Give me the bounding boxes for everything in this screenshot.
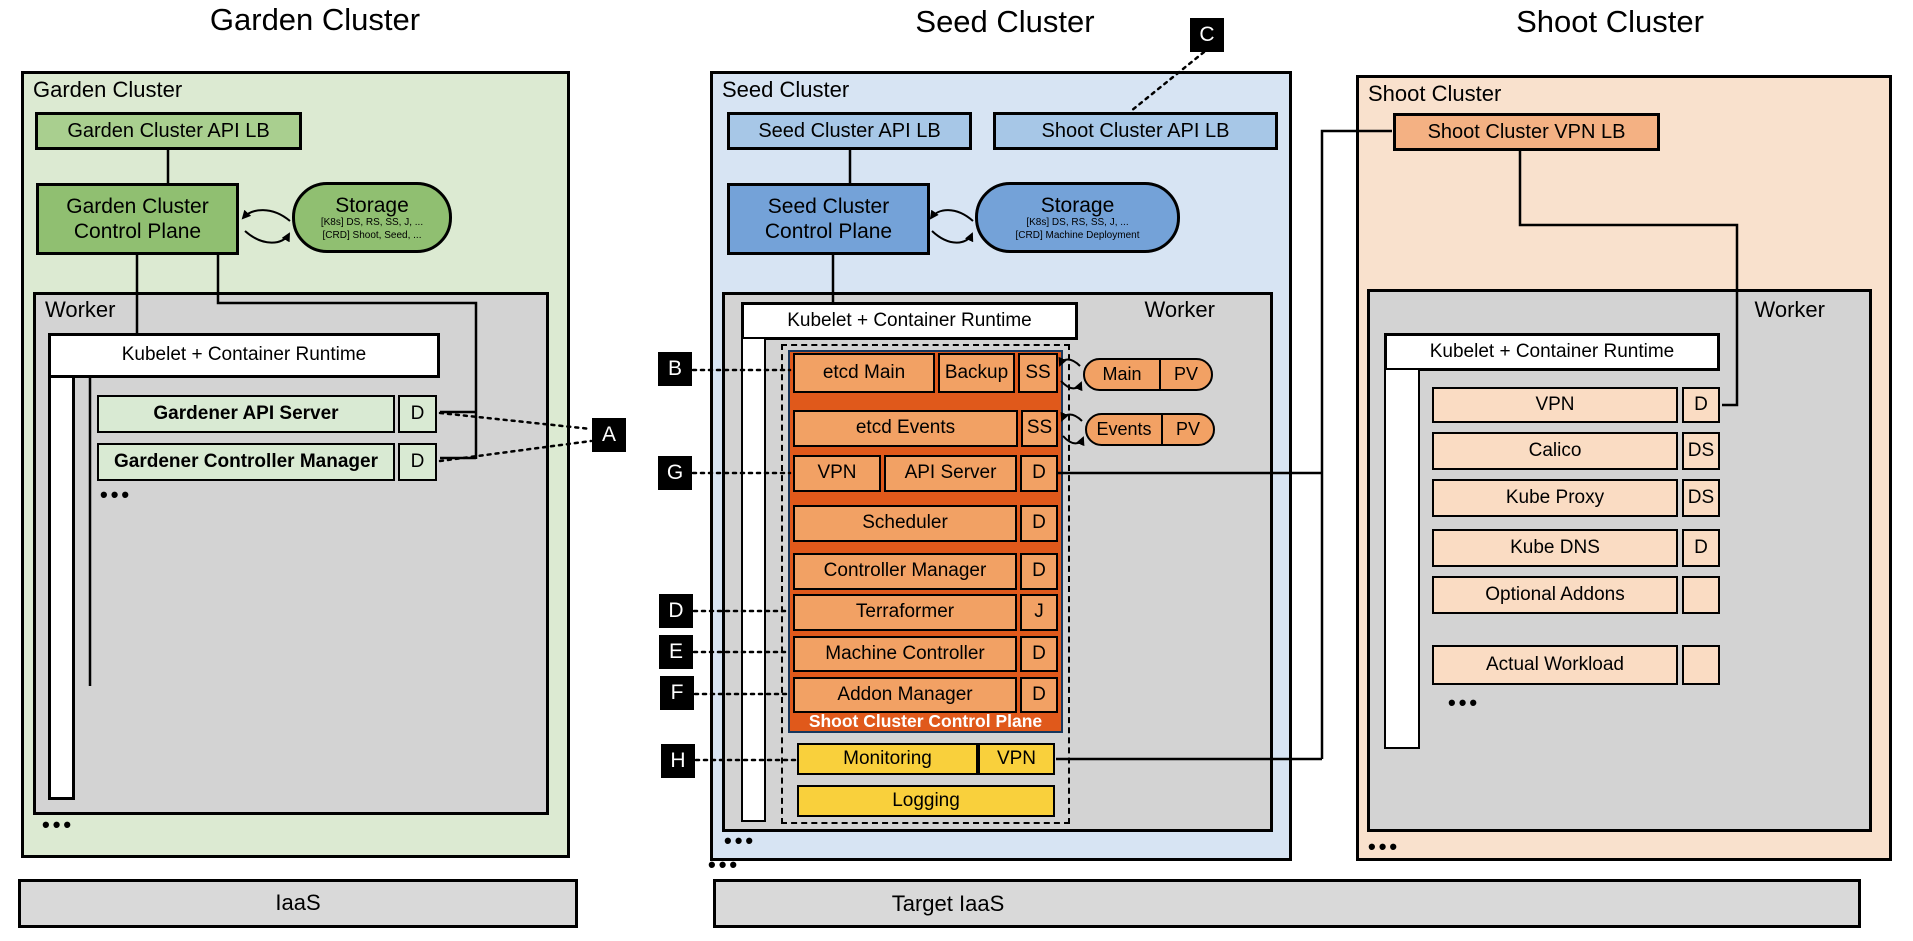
shoot-kubelet-column — [1384, 368, 1420, 749]
tag-kube-proxy: DS — [1682, 479, 1720, 517]
tag-actual-workload — [1682, 645, 1720, 685]
row-gardener-controller-manager: Gardener Controller Manager — [97, 443, 395, 481]
row-controller-manager: Controller Manager — [793, 553, 1017, 590]
pv-events-label: Events — [1087, 415, 1163, 444]
tag-etcd-main: SS — [1018, 353, 1058, 393]
tag-optional-addons — [1682, 576, 1720, 614]
tag-calico: DS — [1682, 432, 1720, 470]
tag-scheduler: D — [1020, 505, 1058, 542]
pv-main-capsule: Main PV — [1083, 358, 1213, 391]
shoot-cluster-title: Shoot Cluster — [1516, 4, 1704, 39]
seed-cluster-title: Seed Cluster — [915, 4, 1095, 39]
seed-storage-crd: [CRD] Machine Deployment — [1015, 229, 1140, 241]
tag-gardener-api-server: D — [398, 395, 437, 433]
row-kube-proxy: Kube Proxy — [1432, 479, 1678, 517]
seed-pod-group-dashed-box — [781, 344, 1070, 824]
seed-kubelet-box: Kubelet + Container Runtime — [741, 302, 1078, 340]
seed-storage-shape: Storage [K8s] DS, RS, SS, J, ... [CRD] M… — [975, 182, 1180, 253]
tag-kube-dns: D — [1682, 529, 1720, 567]
marker-b: B — [658, 352, 692, 386]
garden-storage-k8s: [K8s] DS, RS, SS, J, ... — [320, 217, 424, 229]
target-iaas-label: Target IaaS — [891, 890, 1005, 916]
row-monitoring: Monitoring — [797, 743, 978, 775]
seed-cluster-label: Seed Cluster — [722, 77, 850, 102]
row-api-server: API Server — [884, 455, 1017, 492]
tag-terraformer: J — [1020, 594, 1058, 631]
pv-events-capsule: Events PV — [1085, 413, 1215, 446]
shoot-control-plane-caption: Shoot Cluster Control Plane — [808, 711, 1043, 731]
seed-more-pods-ellipsis: ••• — [724, 828, 757, 853]
shoot-kubelet-box: Kubelet + Container Runtime — [1384, 333, 1720, 371]
shoot-more-pods-ellipsis: ••• — [1448, 690, 1481, 715]
tag-shoot-vpn: D — [1682, 387, 1720, 423]
row-optional-addons: Optional Addons — [1432, 576, 1678, 614]
row-gardener-api-server: Gardener API Server — [97, 395, 395, 433]
garden-iaas-bar: IaaS — [18, 879, 578, 928]
garden-more-pods-ellipsis: ••• — [100, 482, 133, 507]
row-etcd-events: etcd Events — [793, 410, 1018, 447]
tag-monitoring-vpn: VPN — [978, 743, 1055, 775]
seed-storage-k8s: [K8s] DS, RS, SS, J, ... — [1026, 217, 1129, 229]
shoot-cluster-label: Shoot Cluster — [1368, 81, 1502, 106]
row-logging: Logging — [797, 785, 1055, 817]
marker-c: C — [1190, 18, 1224, 52]
shoot-worker-label: Worker — [1754, 297, 1826, 322]
tag-etcd-events: SS — [1021, 410, 1058, 447]
row-actual-workload: Actual Workload — [1432, 645, 1678, 685]
shoot-vpn-lb-box: Shoot Cluster VPN LB — [1393, 113, 1660, 151]
marker-h: H — [661, 744, 695, 778]
row-kube-dns: Kube DNS — [1432, 529, 1678, 567]
tag-gardener-controller-manager: D — [398, 443, 437, 481]
shoot-api-lb-box: Shoot Cluster API LB — [993, 112, 1278, 150]
marker-a: A — [592, 418, 626, 452]
row-addon-manager: Addon Manager — [793, 677, 1017, 713]
pv-events-tag: PV — [1175, 419, 1200, 439]
marker-e: E — [659, 635, 693, 669]
row-shoot-vpn: VPN — [1432, 387, 1678, 423]
target-iaas-bar — [713, 879, 1861, 928]
seed-more-clusters-ellipsis: ••• — [708, 852, 741, 877]
seed-kubelet-column — [741, 337, 766, 822]
garden-kubelet-box: Kubelet + Container Runtime — [48, 333, 440, 378]
garden-storage-shape: Storage [K8s] DS, RS, SS, J, ... [CRD] S… — [292, 182, 452, 253]
row-etcd-main-backup: Backup — [938, 353, 1015, 393]
row-seed-vpn: VPN — [793, 455, 881, 492]
garden-storage-crd: [CRD] Shoot, Seed, ... — [322, 229, 422, 241]
tag-api-server: D — [1020, 455, 1058, 492]
shoot-more-workers-ellipsis: ••• — [1368, 834, 1401, 859]
garden-cluster-label: Garden Cluster — [33, 77, 183, 102]
row-terraformer: Terraformer — [793, 594, 1017, 631]
pv-main-label: Main — [1085, 360, 1161, 389]
garden-control-plane-box: Garden Cluster Control Plane — [36, 183, 239, 255]
marker-g: G — [658, 456, 692, 490]
row-calico: Calico — [1432, 432, 1678, 470]
garden-storage-title: Storage — [335, 193, 409, 217]
garden-more-workers-ellipsis: ••• — [42, 812, 75, 837]
garden-kubelet-column — [48, 375, 75, 800]
marker-d: D — [659, 594, 693, 628]
row-scheduler: Scheduler — [793, 505, 1017, 542]
pv-main-tag: PV — [1173, 364, 1198, 384]
seed-control-plane-box: Seed Cluster Control Plane — [727, 183, 930, 255]
garden-cluster-title: Garden Cluster — [209, 2, 421, 37]
marker-f: F — [660, 676, 694, 710]
garden-worker-label: Worker — [45, 297, 116, 322]
tag-addon-manager: D — [1020, 677, 1058, 713]
tag-machine-controller: D — [1020, 636, 1058, 672]
garden-api-lb-box: Garden Cluster API LB — [35, 112, 302, 150]
seed-api-lb-box: Seed Cluster API LB — [727, 112, 972, 150]
tag-controller-manager: D — [1020, 553, 1058, 590]
seed-storage-title: Storage — [1040, 193, 1115, 217]
row-etcd-main: etcd Main — [793, 353, 935, 393]
row-machine-controller: Machine Controller — [793, 636, 1017, 672]
seed-worker-label: Worker — [1144, 297, 1216, 322]
